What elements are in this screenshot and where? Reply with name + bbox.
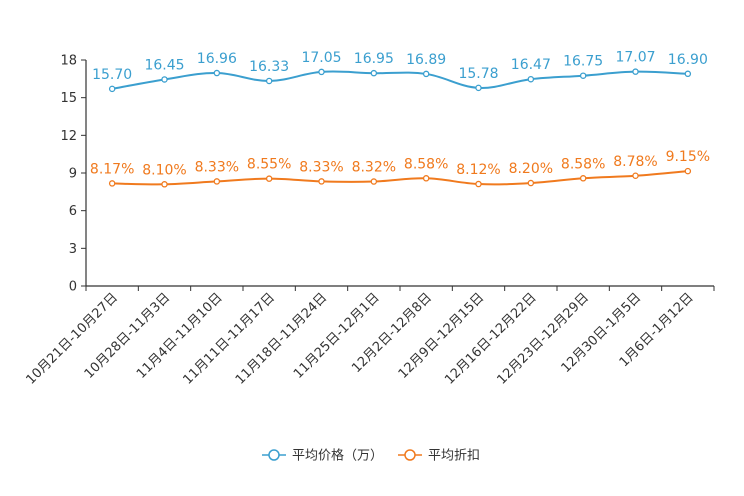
x-tick-label: 10月21日-10月27日 xyxy=(24,290,121,387)
data-point[interactable] xyxy=(318,178,325,185)
data-point[interactable] xyxy=(579,175,587,182)
y-tick-label: 0 xyxy=(69,280,77,295)
data-point[interactable] xyxy=(475,84,482,92)
data-point[interactable] xyxy=(265,175,273,182)
x-axis: 10月21日-10月27日10月28日-11月3日11月4日-11月10日11月… xyxy=(24,285,715,388)
data-label: 8.20% xyxy=(509,161,553,177)
data-label: 17.07 xyxy=(615,50,655,66)
y-tick-label: 12 xyxy=(60,129,77,144)
series-avg-discount: 8.17% 8.10% 8.33% 8.55% 8.33% 8.32% 8.58% 8.12%… xyxy=(90,149,710,188)
series-line xyxy=(112,170,688,186)
y-tick-label: 15 xyxy=(60,91,77,106)
data-point[interactable] xyxy=(632,68,639,75)
data-label: 8.55% xyxy=(247,157,291,173)
data-label: 8.58% xyxy=(404,156,448,172)
data-label: 16.33 xyxy=(249,59,289,75)
data-label: 8.33% xyxy=(299,159,343,175)
data-point[interactable] xyxy=(422,70,430,78)
data-label: 8.58% xyxy=(561,156,605,172)
data-label: 16.89 xyxy=(406,52,446,68)
data-point[interactable] xyxy=(579,72,587,79)
x-tick-label: 11月11日-11月17日 xyxy=(181,290,278,387)
data-point[interactable] xyxy=(684,167,692,175)
series-layer: 15.70 16.45 16.96 16.33 17.05 16.95 16.89 15.78… xyxy=(90,50,710,188)
data-point[interactable] xyxy=(161,181,168,188)
data-point[interactable] xyxy=(265,77,273,85)
data-label: 8.32% xyxy=(352,160,396,176)
data-label: 15.78 xyxy=(458,66,498,82)
legend-marker-icon xyxy=(404,449,416,461)
series-avg-price: 15.70 16.45 16.96 16.33 17.05 16.95 16.89 15.78… xyxy=(92,50,708,93)
data-point[interactable] xyxy=(632,172,639,180)
data-point[interactable] xyxy=(108,85,116,93)
data-label: 16.45 xyxy=(144,57,184,73)
data-point[interactable] xyxy=(684,70,692,78)
legend-label: 平均价格（万） xyxy=(292,448,383,464)
data-label: 8.78% xyxy=(613,154,657,170)
legend-label: 平均折扣 xyxy=(428,449,480,464)
data-label: 16.96 xyxy=(197,51,237,67)
data-label: 8.10% xyxy=(142,162,186,178)
data-point[interactable] xyxy=(318,68,325,76)
data-point[interactable] xyxy=(527,179,535,187)
data-label: 16.75 xyxy=(563,54,603,70)
data-point[interactable] xyxy=(213,178,221,185)
y-tick-label: 18 xyxy=(60,54,77,69)
data-label: 16.90 xyxy=(668,52,708,68)
data-label: 8.12% xyxy=(456,162,500,178)
y-tick-label: 9 xyxy=(69,167,77,182)
legend-item-avg-discount[interactable]: 平均折扣 xyxy=(398,449,480,464)
data-point[interactable] xyxy=(213,69,221,77)
data-label: 8.33% xyxy=(195,159,239,175)
legend: 平均价格（万） 平均折扣 xyxy=(262,448,480,464)
data-point[interactable] xyxy=(108,180,116,187)
data-label: 16.95 xyxy=(354,51,394,67)
data-label: 8.17% xyxy=(90,161,134,177)
legend-marker-icon xyxy=(268,449,280,461)
y-tick-label: 6 xyxy=(69,204,77,219)
data-label: 15.70 xyxy=(92,67,132,83)
data-label: 17.05 xyxy=(301,50,341,66)
data-point[interactable] xyxy=(370,178,378,185)
data-point[interactable] xyxy=(370,69,378,77)
legend-item-avg-price[interactable]: 平均价格（万） xyxy=(262,448,383,464)
data-point[interactable] xyxy=(422,175,430,182)
data-point[interactable] xyxy=(475,180,482,188)
data-label: 16.47 xyxy=(511,57,551,73)
y-axis: 0 3 6 9 12 15 18 xyxy=(60,54,87,295)
data-point[interactable] xyxy=(527,75,535,83)
y-tick-label: 3 xyxy=(69,242,77,257)
x-tick-label: 12月16日-12月22日 xyxy=(442,290,539,387)
x-tick-label: 12月23日-12月29日 xyxy=(495,290,592,387)
x-tick-label: 11月18日-11月24日 xyxy=(233,290,330,387)
data-label: 9.15% xyxy=(666,149,710,165)
data-point[interactable] xyxy=(161,76,168,83)
series-line xyxy=(111,70,688,90)
